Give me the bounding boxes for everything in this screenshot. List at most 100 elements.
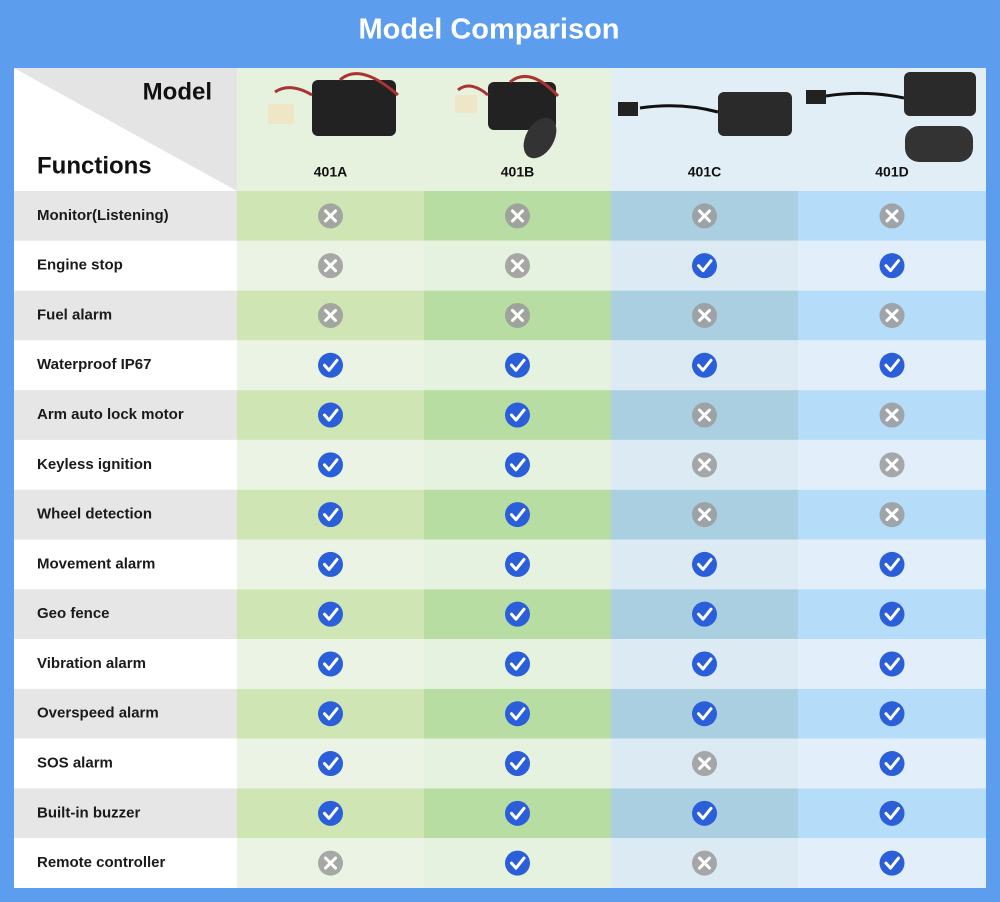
check-stroke bbox=[697, 657, 713, 671]
cross-icon bbox=[879, 502, 905, 528]
remote-401d bbox=[905, 126, 973, 162]
cross-icon bbox=[879, 302, 905, 328]
functions-heading: Functions bbox=[37, 152, 152, 179]
check-icon bbox=[879, 352, 905, 378]
icon-circle bbox=[505, 452, 530, 478]
check-icon bbox=[505, 352, 530, 378]
cross-stroke bbox=[511, 308, 524, 322]
check-icon bbox=[505, 751, 530, 777]
cross-stroke bbox=[885, 308, 899, 322]
function-cell bbox=[14, 788, 237, 839]
icon-circle bbox=[692, 651, 717, 677]
icon-circle bbox=[879, 253, 905, 279]
icon-circle bbox=[505, 850, 530, 876]
check-icon bbox=[879, 601, 905, 627]
page-title: Model Comparison bbox=[358, 14, 619, 46]
device-401c bbox=[718, 92, 792, 136]
wires-401d bbox=[825, 91, 905, 100]
check-icon bbox=[879, 651, 905, 677]
check-stroke bbox=[510, 607, 526, 621]
function-name: Fuel alarm bbox=[37, 306, 112, 323]
icon-circle bbox=[318, 452, 343, 478]
check-icon bbox=[505, 402, 530, 428]
icon-circle bbox=[505, 502, 530, 528]
check-icon bbox=[692, 651, 717, 677]
cross-stroke bbox=[698, 856, 711, 870]
check-icon bbox=[318, 352, 343, 378]
check-icon bbox=[879, 850, 905, 876]
check-stroke bbox=[697, 806, 713, 820]
cross-stroke bbox=[885, 458, 899, 472]
check-icon bbox=[879, 701, 905, 727]
check-icon bbox=[505, 502, 530, 528]
product-images bbox=[268, 72, 976, 162]
check-icon bbox=[318, 651, 343, 677]
icon-circle bbox=[505, 402, 530, 428]
function-cell bbox=[14, 439, 237, 490]
corner-shade bbox=[14, 68, 237, 191]
cross-icon bbox=[692, 751, 717, 777]
cross-stroke bbox=[698, 757, 711, 771]
check-stroke bbox=[884, 557, 900, 571]
icon-circle bbox=[505, 352, 530, 378]
check-stroke bbox=[697, 607, 713, 621]
connector-401c bbox=[618, 102, 638, 116]
icon-circle bbox=[505, 751, 530, 777]
check-stroke bbox=[697, 358, 713, 372]
check-icon bbox=[505, 651, 530, 677]
function-name: Overspeed alarm bbox=[37, 705, 159, 722]
function-name: Arm auto lock motor bbox=[37, 406, 184, 423]
check-stroke bbox=[510, 408, 526, 422]
icon-circle bbox=[879, 601, 905, 627]
function-name: Engine stop bbox=[37, 257, 123, 274]
check-stroke bbox=[697, 557, 713, 571]
function-cell bbox=[14, 390, 237, 440]
check-icon bbox=[318, 502, 343, 528]
check-stroke bbox=[323, 806, 339, 820]
check-icon bbox=[318, 402, 343, 428]
check-icon bbox=[879, 800, 905, 826]
icon-circle bbox=[879, 551, 905, 577]
model-label: 401B bbox=[501, 164, 534, 180]
model-label: 401A bbox=[314, 164, 347, 180]
cross-icon bbox=[318, 850, 343, 876]
icon-circle bbox=[879, 352, 905, 378]
function-name: Remote controller bbox=[37, 854, 166, 871]
wires-401c bbox=[639, 104, 719, 114]
cross-icon bbox=[692, 850, 717, 876]
check-icon bbox=[692, 352, 717, 378]
check-stroke bbox=[510, 707, 526, 721]
check-icon bbox=[505, 601, 530, 627]
cross-icon bbox=[318, 302, 343, 328]
device-401b bbox=[488, 82, 556, 130]
icon-circle bbox=[692, 352, 717, 378]
connector-401b bbox=[455, 95, 477, 113]
cross-stroke bbox=[511, 209, 524, 223]
icon-circle bbox=[692, 800, 717, 826]
function-name: Keyless ignition bbox=[37, 456, 152, 473]
function-cell bbox=[14, 688, 237, 739]
cross-stroke bbox=[324, 856, 337, 870]
cross-stroke bbox=[885, 508, 899, 522]
icon-circle bbox=[505, 701, 530, 727]
icon-circle bbox=[318, 402, 343, 428]
check-stroke bbox=[510, 557, 526, 571]
wires-401a bbox=[274, 72, 399, 97]
function-name: SOS alarm bbox=[37, 755, 113, 772]
icon-circle bbox=[505, 551, 530, 577]
function-name: Vibration alarm bbox=[37, 655, 146, 672]
cross-icon bbox=[692, 452, 717, 478]
cross-icon bbox=[879, 203, 905, 229]
function-cell bbox=[14, 240, 237, 291]
icon-circle bbox=[318, 551, 343, 577]
model-label: 401C bbox=[688, 164, 721, 180]
check-icon bbox=[318, 551, 343, 577]
model-heading: Model bbox=[143, 78, 212, 105]
icon-circle bbox=[879, 701, 905, 727]
check-stroke bbox=[510, 806, 526, 820]
cross-icon bbox=[505, 253, 530, 279]
icon-circle bbox=[318, 601, 343, 627]
check-icon bbox=[879, 551, 905, 577]
check-stroke bbox=[884, 657, 900, 671]
check-icon bbox=[692, 800, 717, 826]
